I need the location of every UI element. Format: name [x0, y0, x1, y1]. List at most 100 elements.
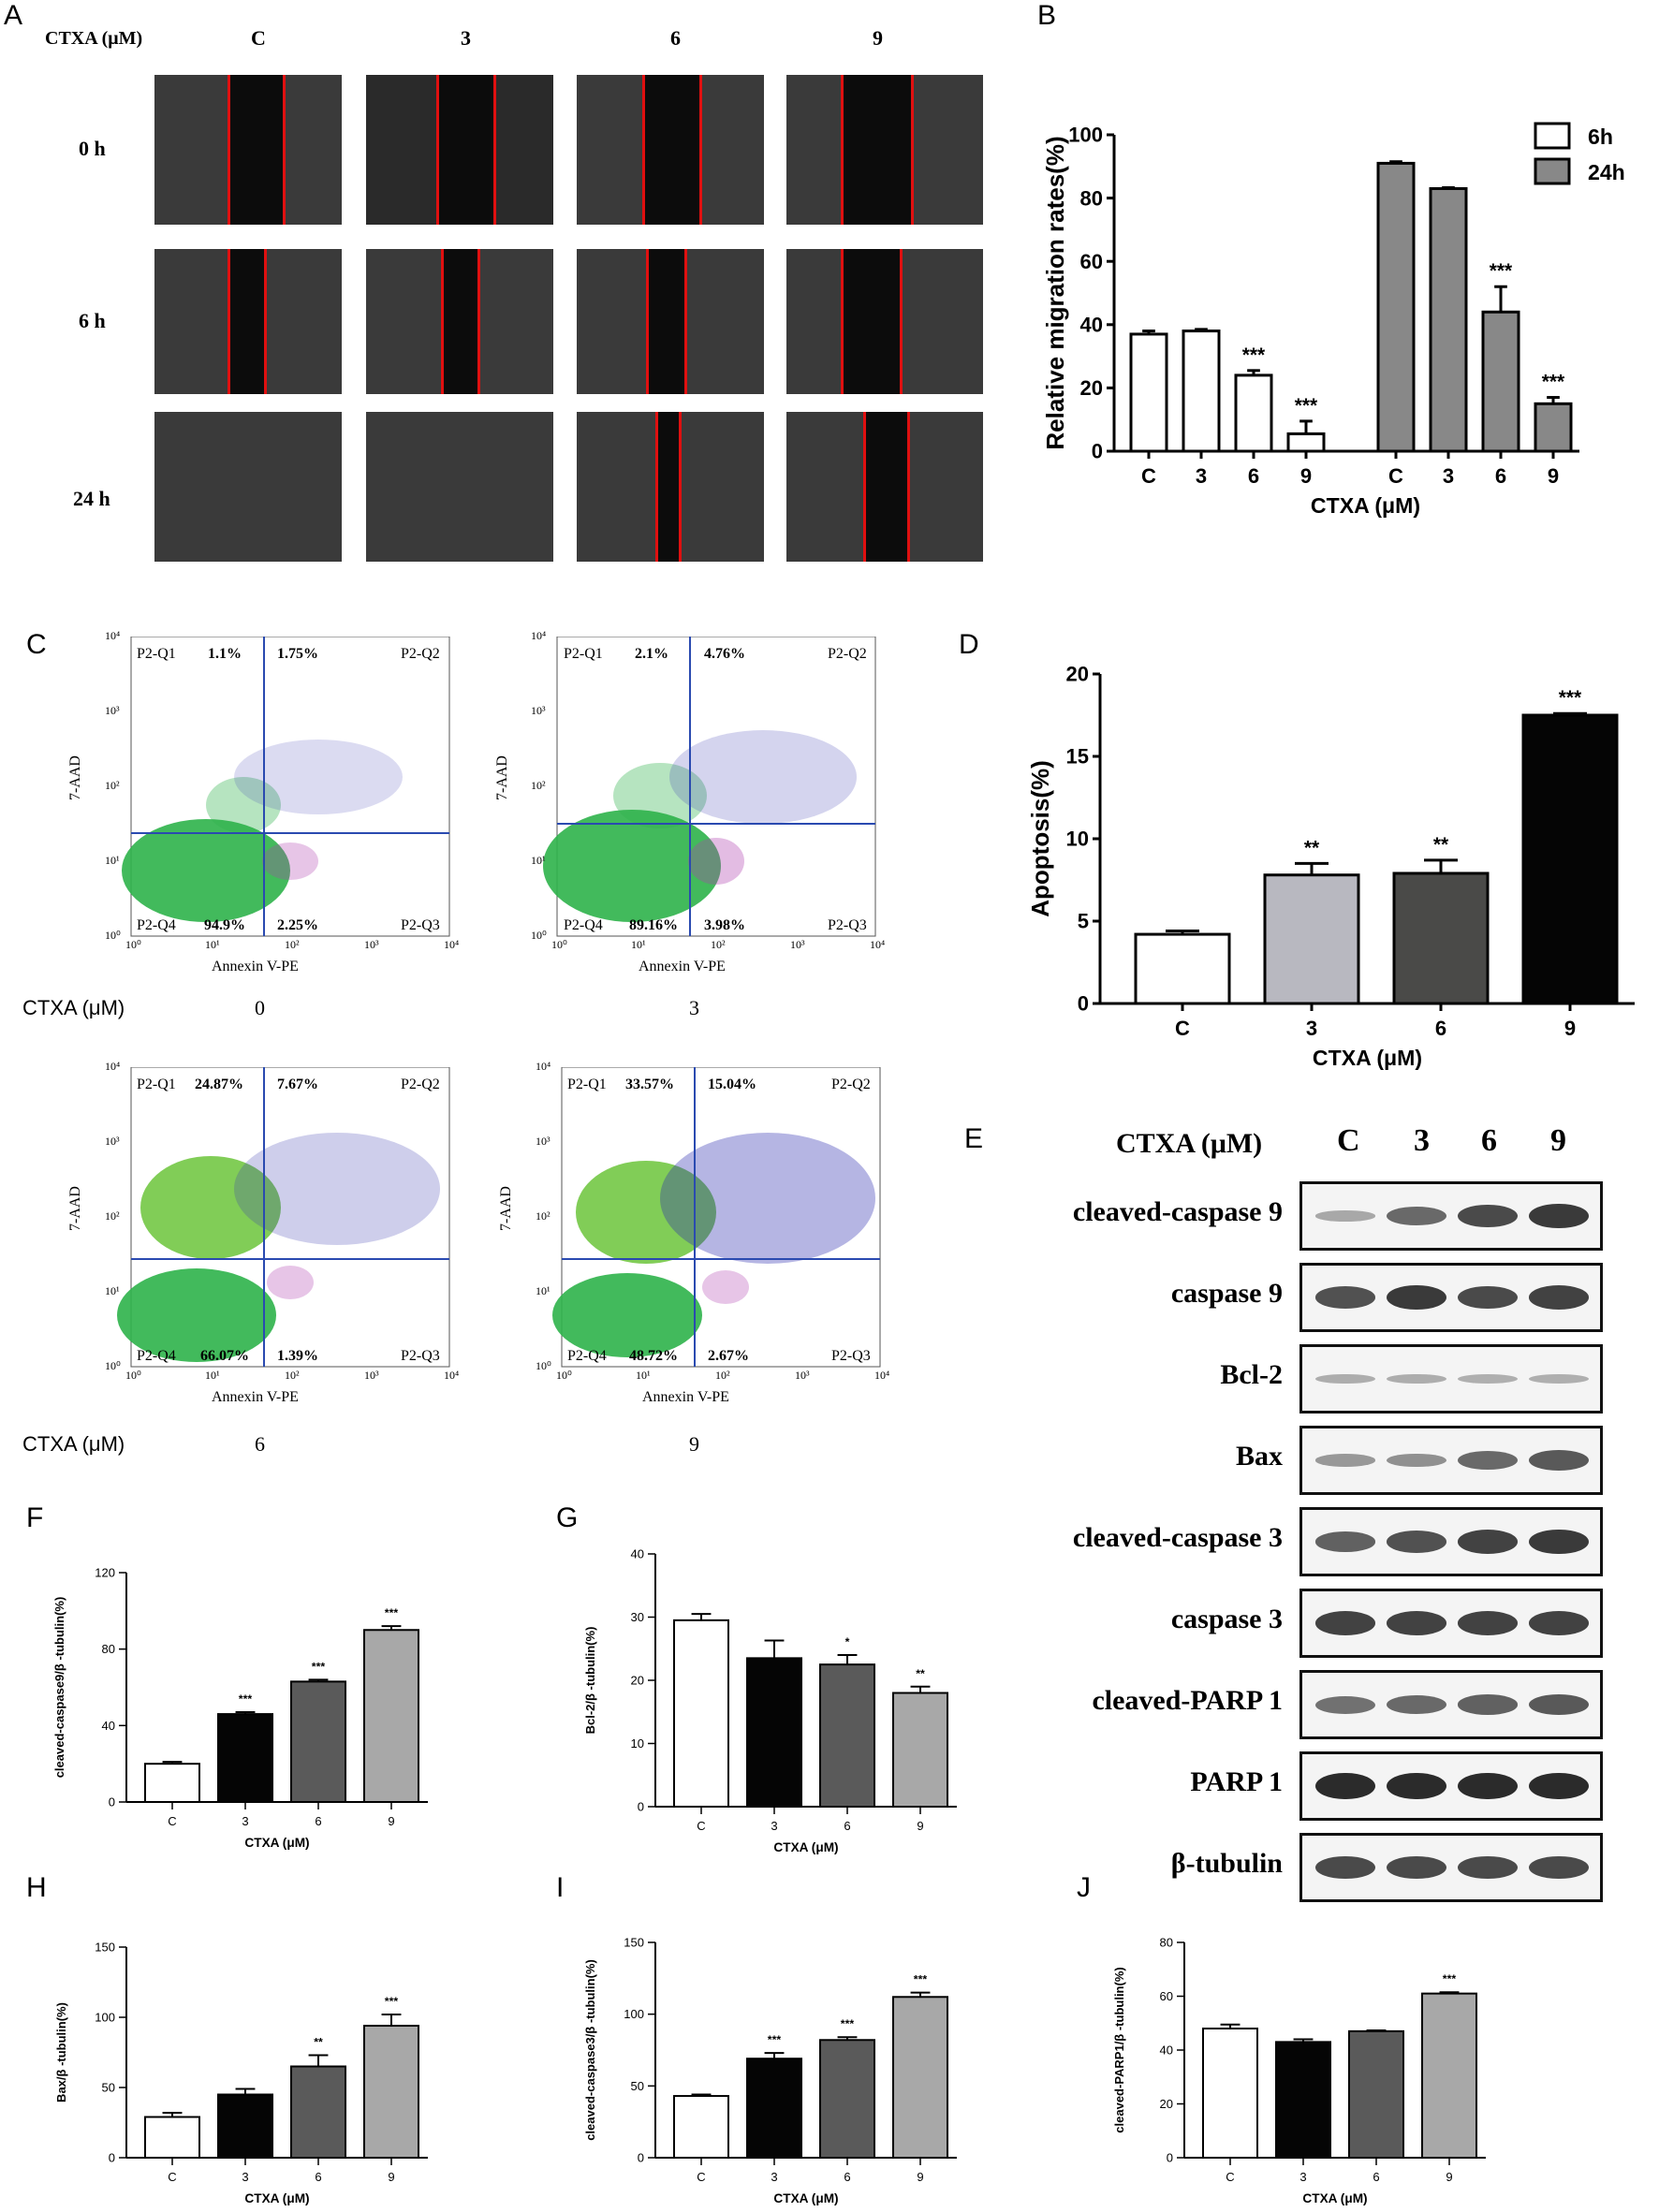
- flow0-ytick-0: 10⁰: [105, 929, 121, 942]
- y-tick-label: 10: [631, 1736, 644, 1751]
- bar--3: [746, 2058, 802, 2159]
- x-tick-label: 9: [917, 1819, 923, 1833]
- significance-stars: *: [845, 1635, 850, 1648]
- blot-band: [1315, 1531, 1375, 1552]
- x-tick-label: 6: [1435, 1017, 1446, 1040]
- chart-b-migration: 0 20 40 60 80 100 *** *** *** *** C 3 6 9 C 3 6 9 CTXA (μM…: [1041, 122, 1625, 518]
- x-tick-label: C: [1175, 1017, 1190, 1040]
- flow3-q4-name: P2-Q4: [564, 917, 603, 933]
- flow3-ytick-1: 10¹: [536, 1284, 551, 1297]
- bar--9: [363, 2025, 419, 2159]
- micrograph-9-6h: [786, 249, 983, 394]
- x-tick-label: 6: [1373, 2170, 1379, 2184]
- flow0-ytick-3: 10³: [105, 704, 120, 717]
- micrograph-9-0h: [786, 75, 983, 225]
- flow6-q2-value: 7.67%: [277, 1077, 318, 1092]
- x-tick-label: 3: [1196, 464, 1207, 488]
- y-tick-label: 0: [638, 1800, 644, 1814]
- flow0-q3-value: 2.25%: [277, 917, 318, 933]
- significance-stars: ***: [1443, 1972, 1457, 1985]
- flow3-dose: 3: [689, 996, 699, 1019]
- flow2-xtick-1: 10¹: [205, 1369, 220, 1382]
- x-tick-label: 6: [315, 2170, 321, 2184]
- panel-a-col-6: 6: [670, 26, 681, 50]
- x-tick-label: 3: [242, 1814, 248, 1828]
- y-tick-label: 15: [1066, 745, 1089, 769]
- x-axis-label: CTXA (μM): [773, 2191, 838, 2205]
- y-tick-label: 100: [1068, 124, 1103, 147]
- blot-strip-8: [1299, 1833, 1603, 1902]
- micrograph-c-0h: [154, 75, 342, 225]
- blot-label-3: Bax: [1235, 1441, 1283, 1472]
- flow3-xtick-3: 10³: [795, 1369, 810, 1382]
- x-tick-label: 3: [1443, 464, 1454, 488]
- bar--9: [1521, 713, 1619, 1005]
- y-tick-label: 60: [1160, 1989, 1173, 2003]
- flow-plot-0: [122, 637, 450, 937]
- blot-band: [1529, 1529, 1589, 1555]
- flow2-ytick-1: 10¹: [105, 1284, 120, 1297]
- flow2-ytick-2: 10²: [105, 1209, 120, 1223]
- y-tick-label: 20: [631, 1674, 644, 1688]
- bar--C: [1202, 2028, 1258, 2159]
- x-tick-label: 6: [1495, 464, 1506, 488]
- flow1-ytick-4: 10⁴: [531, 629, 547, 642]
- x-tick-label: C: [1388, 464, 1403, 488]
- flow0-ytick-1: 10¹: [105, 854, 120, 867]
- flow0-xtick-2: 10²: [285, 938, 300, 951]
- blot-band: [1458, 1373, 1518, 1384]
- y-tick-label: 80: [1160, 1936, 1173, 1950]
- panel-a-row-24h: 24 h: [73, 487, 110, 510]
- panel-label-e: E: [964, 1123, 984, 1154]
- micrograph-9-24h: [786, 412, 983, 562]
- bar--C: [1134, 932, 1231, 1005]
- micrograph-6-0h: [577, 75, 764, 225]
- flow3-x-axis: Annexin V-PE: [639, 959, 726, 974]
- blot-band: [1529, 1772, 1589, 1800]
- x-tick-label: 9: [1446, 2170, 1452, 2184]
- blot-band: [1458, 1772, 1518, 1800]
- y-tick-label: 40: [1080, 314, 1103, 337]
- significance-stars: ***: [385, 1995, 399, 2008]
- blot-lane-9: 9: [1550, 1123, 1566, 1158]
- panel-label-g: G: [556, 1502, 579, 1533]
- blot-band: [1315, 1373, 1375, 1384]
- blot-band: [1529, 1203, 1589, 1229]
- blot-band: [1529, 1855, 1589, 1880]
- flow3-q2-value: 4.76%: [704, 646, 745, 662]
- bar--9: [892, 1692, 948, 1808]
- bar--C: [673, 2095, 729, 2159]
- x-tick-label: 9: [388, 1814, 394, 1828]
- flow9-q2-value: 15.04%: [708, 1077, 756, 1092]
- blot-strip-7: [1299, 1751, 1603, 1821]
- blot-band: [1529, 1693, 1589, 1716]
- flow3-q1-name: P2-Q1: [564, 646, 603, 662]
- panel-label-a: A: [4, 0, 23, 31]
- x-tick-label: C: [168, 1814, 176, 1828]
- blot-band: [1458, 1285, 1518, 1310]
- blot-label-8: β-tubulin: [1170, 1848, 1283, 1879]
- chart-i-cleaved-caspase3: 0 50 100 150 *** *** *** C 3 6 9 CTXA (μM) cleaved-c…: [583, 1936, 957, 2205]
- flow2-ytick-0: 10⁰: [105, 1359, 121, 1372]
- x-axis-label: CTXA (μM): [1311, 493, 1420, 518]
- blot-band: [1315, 1695, 1375, 1714]
- bar--6: [819, 1663, 875, 1808]
- significance-stars: ***: [239, 1692, 253, 1706]
- flow3-q1-value: 2.1%: [635, 646, 668, 662]
- blot-band: [1458, 1611, 1518, 1635]
- y-tick-label: 100: [95, 2011, 115, 2025]
- blot-lane-3: 3: [1414, 1123, 1430, 1158]
- micrograph-c-6h: [154, 249, 342, 394]
- significance-stars: ***: [914, 1973, 928, 1986]
- flow1-xtick-4: 10⁴: [870, 938, 886, 951]
- significance-stars: ***: [312, 1660, 326, 1673]
- panel-a-col-3: 3: [461, 26, 471, 50]
- y-axis-label: cleaved-PARP1/β -tubulin(%): [1112, 1967, 1126, 2132]
- flow3-xtick-2: 10²: [715, 1369, 730, 1382]
- flow0-xtick-1: 10¹: [205, 938, 220, 951]
- flow3-q3-value: 3.98%: [704, 917, 745, 933]
- flow1-xtick-2: 10²: [711, 938, 726, 951]
- x-tick-label: 6: [315, 1814, 321, 1828]
- x-tick-label: C: [697, 2170, 705, 2184]
